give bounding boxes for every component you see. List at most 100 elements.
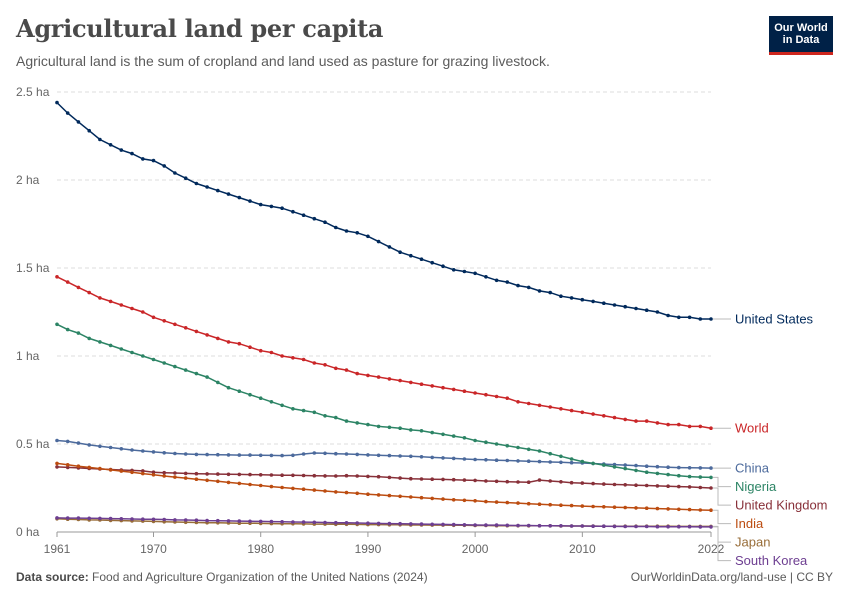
series-label-japan: Japan: [735, 535, 770, 550]
data-point: [76, 120, 81, 124]
data-point: [151, 158, 156, 163]
data-point: [580, 481, 585, 485]
data-point: [183, 176, 188, 180]
data-point: [194, 452, 199, 457]
data-point: [301, 408, 306, 413]
data-point: [98, 296, 102, 300]
data-point: [194, 371, 199, 376]
data-point: [537, 478, 542, 482]
data-point: [505, 396, 510, 401]
data-point: [248, 392, 252, 397]
x-tick-label: 1961: [44, 542, 71, 556]
data-point: [130, 448, 134, 452]
data-point: [451, 268, 456, 272]
data-point: [334, 451, 338, 456]
data-point: [312, 361, 317, 365]
owid-logo[interactable]: Our World in Data: [769, 16, 833, 55]
series-label-india: India: [735, 516, 764, 531]
data-point: [441, 522, 445, 527]
data-point: [205, 472, 209, 476]
series-label-china: China: [735, 461, 770, 476]
data-point: [666, 472, 670, 477]
data-point: [430, 384, 435, 388]
data-point: [709, 486, 713, 490]
data-point: [559, 524, 563, 528]
data-point: [55, 465, 59, 469]
data-point: [183, 452, 188, 456]
data-point: [130, 306, 134, 311]
x-tick-label: 1990: [355, 542, 382, 556]
data-point: [634, 419, 638, 423]
data-point: [677, 484, 681, 489]
data-point: [569, 524, 574, 528]
data-source-text: Food and Agriculture Organization of the…: [92, 570, 428, 584]
data-point: [709, 525, 713, 529]
data-point: [644, 308, 649, 313]
data-point: [216, 518, 220, 523]
data-point: [323, 220, 327, 224]
data-point: [194, 181, 199, 186]
data-point: [119, 469, 124, 473]
license-link[interactable]: OurWorldinData.org/land-use | CC BY: [630, 570, 833, 584]
data-point: [65, 327, 70, 332]
data-point: [623, 304, 627, 309]
series-india: [55, 461, 713, 512]
data-point: [516, 501, 520, 505]
data-point: [634, 524, 638, 529]
data-point: [226, 480, 231, 485]
data-point: [516, 480, 520, 484]
data-point: [505, 523, 510, 528]
data-point: [526, 459, 531, 464]
data-point: [612, 415, 617, 420]
data-point: [677, 315, 681, 320]
data-point: [484, 392, 488, 397]
x-tick-label: 2022: [698, 542, 725, 556]
data-point: [634, 306, 638, 311]
data-point: [441, 432, 445, 437]
data-point: [366, 422, 370, 427]
data-point: [419, 257, 424, 262]
data-point: [698, 317, 703, 321]
series-line: [56, 276, 712, 429]
data-point: [334, 366, 338, 371]
data-point: [398, 378, 402, 383]
label-connector: [713, 526, 731, 562]
data-point: [612, 303, 617, 307]
logo-line-1: Our World: [774, 22, 828, 34]
data-point: [548, 290, 552, 295]
data-point: [301, 213, 306, 217]
data-point: [462, 269, 467, 274]
data-point: [666, 313, 670, 318]
data-point: [205, 375, 209, 379]
data-point: [55, 100, 59, 105]
data-point: [376, 375, 381, 379]
data-point: [216, 452, 220, 457]
data-point: [151, 517, 156, 522]
data-point: [280, 485, 284, 490]
data-point: [462, 478, 467, 482]
data-point: [623, 466, 627, 471]
data-point: [441, 497, 445, 501]
data-point: [291, 209, 295, 214]
data-point: [355, 474, 360, 478]
data-point: [441, 385, 445, 390]
data-point: [430, 430, 435, 435]
data-point: [87, 516, 91, 521]
data-point: [569, 296, 574, 300]
data-point: [108, 516, 113, 521]
data-point: [602, 301, 606, 306]
data-point: [141, 157, 145, 161]
data-point: [162, 517, 166, 522]
series-label-world: World: [735, 421, 769, 436]
data-source: Data source: Food and Agriculture Organi…: [16, 570, 428, 584]
data-point: [655, 524, 660, 529]
data-point: [591, 461, 595, 466]
data-point: [173, 518, 177, 522]
data-point: [409, 253, 413, 258]
data-point: [537, 459, 542, 464]
y-tick-label: 2 ha: [16, 173, 40, 187]
data-point: [312, 451, 317, 455]
data-point: [677, 422, 681, 427]
data-point: [387, 425, 392, 430]
data-point: [366, 521, 370, 525]
